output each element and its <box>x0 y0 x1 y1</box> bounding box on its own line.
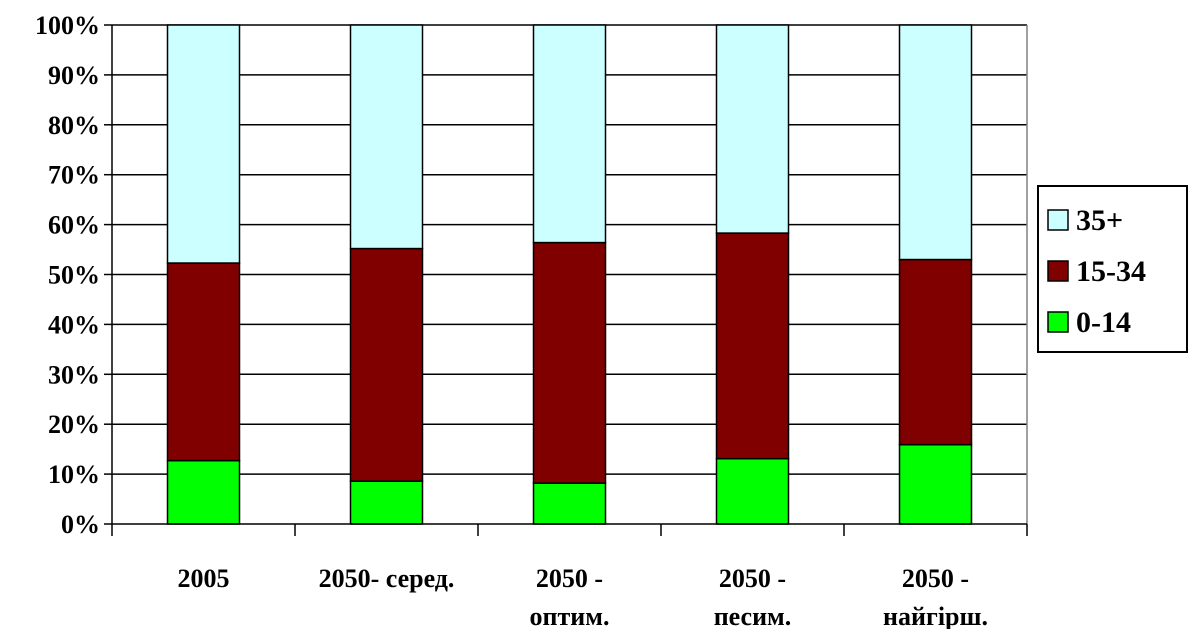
y-tick-label: 60% <box>48 211 100 240</box>
y-tick-label: 80% <box>48 111 100 140</box>
legend-label-15-34: 15-34 <box>1076 255 1146 288</box>
legend-swatch-35+ <box>1047 209 1069 231</box>
legend-swatch-0-14 <box>1047 311 1069 333</box>
bar-segment-15-34 <box>898 258 973 446</box>
y-tick-label: 20% <box>48 410 100 439</box>
bars <box>166 24 973 525</box>
axes <box>104 24 1028 536</box>
y-tick-label: 40% <box>48 310 100 339</box>
y-tick-label: 70% <box>48 161 100 190</box>
bar-segment-15-34 <box>166 262 241 462</box>
bar-segment-35+ <box>349 24 424 250</box>
y-tick-label: 50% <box>48 261 100 290</box>
x-tick-labels: 2005 2050- серед. 2050 -оптим. 2050 -песим.… <box>178 564 988 631</box>
bar-segment-35+ <box>898 24 973 261</box>
legend-swatch-15-34 <box>1047 260 1069 282</box>
x-tick-label: 2050 -оптим. <box>530 564 610 629</box>
legend: 35+ 15-34 0-14 <box>1037 185 1188 353</box>
bar-segment-0-14 <box>532 482 607 525</box>
bar-segment-35+ <box>166 24 241 264</box>
x-tick-label: 2005 <box>178 564 230 593</box>
y-tick-label: 0% <box>61 510 100 539</box>
y-tick-label: 90% <box>48 61 100 90</box>
x-tick-label: 2050 -песим. <box>714 564 792 629</box>
bar-segment-35+ <box>532 24 607 244</box>
bar-segment-35+ <box>715 24 790 234</box>
x-tick-label: 2050 -найгірш. <box>883 564 988 629</box>
bar-segment-0-14 <box>166 459 241 525</box>
bar-segment-0-14 <box>715 457 790 525</box>
bar-segment-15-34 <box>349 247 424 482</box>
y-tick-label: 100% <box>35 11 100 40</box>
y-tick-labels: 0% 10% 20% 30% 40% 50% 60% 70% 80% 90% 100% <box>35 11 100 539</box>
legend-label-35+: 35+ <box>1076 204 1123 237</box>
bar-segment-15-34 <box>532 241 607 484</box>
y-tick-label: 10% <box>48 460 100 489</box>
bar-segment-15-34 <box>715 232 790 460</box>
x-tick-label: 2050- серед. <box>319 564 455 593</box>
bar-segment-0-14 <box>898 443 973 525</box>
y-tick-label: 30% <box>48 360 100 389</box>
bar-segment-0-14 <box>349 480 424 525</box>
legend-label-0-14: 0-14 <box>1076 306 1131 339</box>
